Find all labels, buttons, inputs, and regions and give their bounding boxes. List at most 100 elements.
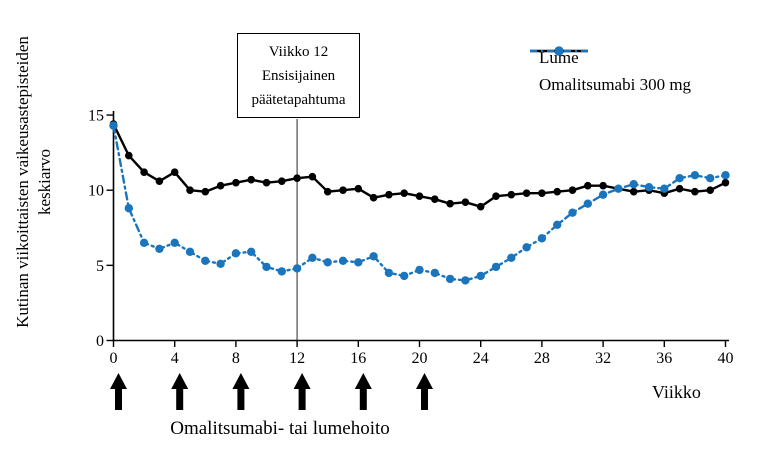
omalitsumabi-data-point — [354, 258, 363, 267]
lume-data-point — [599, 181, 607, 190]
lume-data-point — [170, 168, 179, 176]
treatment-arrow-icon — [293, 373, 311, 410]
omalitsumabi-data-point — [644, 183, 654, 192]
lume-data-point — [186, 186, 194, 194]
lume-data-point — [339, 186, 347, 194]
lume-data-point — [721, 178, 730, 187]
lume-data-point — [431, 195, 439, 203]
omalitsumabi-data-point — [445, 274, 455, 284]
legend-item-omalitsumabi: Omalitsumabi 300 mg — [528, 46, 692, 98]
legend-label-lume: Lume — [539, 47, 579, 67]
lume-data-point — [691, 187, 699, 196]
omalitsumabi-data-point — [491, 262, 501, 272]
x-tick-label: 16 — [350, 350, 366, 367]
omalitsumabi-data-point — [369, 252, 378, 261]
x-tick-label: 20 — [412, 350, 428, 367]
lume-data-point — [446, 199, 454, 208]
x-tick-label: 40 — [718, 350, 734, 367]
treatment-arrow-icon — [416, 373, 433, 410]
y-axis-label: Kutinan viikoittaisten vaikeusastepistei… — [10, 14, 58, 350]
y-tick-label: 10 — [88, 183, 104, 200]
omalitsumabi-data-point — [338, 256, 348, 265]
y-tick-label: 5 — [96, 258, 104, 275]
lume-data-point — [323, 187, 332, 196]
lume-data-point — [507, 190, 516, 199]
omalitsumabi-data-point — [139, 238, 149, 247]
lume-data-point — [584, 181, 592, 190]
treatment-arrow-icon — [354, 373, 372, 410]
omalitsumabi-data-point — [430, 268, 439, 278]
omalitsumabi-data-point — [522, 243, 531, 252]
x-tick-label: 0 — [110, 350, 118, 367]
omalitsumabi-data-point — [124, 204, 133, 213]
annotation-line2: Ensisijainen — [261, 67, 336, 84]
omalitsumabi-data-point — [185, 247, 195, 256]
omalitsumabi-data-point — [308, 253, 317, 262]
lume-data-point — [492, 192, 500, 200]
omalitsumabi-data-point — [277, 267, 286, 276]
omalitsumabi-data-point — [461, 276, 470, 285]
omalitsumabi-data-point — [109, 121, 118, 130]
omalitsumabi-data-point — [690, 171, 700, 180]
omalitsumabi-data-point — [384, 268, 394, 278]
lume-data-point — [201, 187, 210, 196]
y-axis-label-line1: Kutinan viikoittaisten vaikeusastepistei… — [13, 36, 32, 328]
omalitsumabi-data-point — [675, 174, 684, 183]
week12-annotation-box: Viikko 12 Ensisijainen päätetapahtuma — [237, 33, 360, 118]
omalitsumabi-data-point — [323, 258, 332, 267]
lume-data-point — [706, 186, 714, 194]
lume-data-point — [629, 187, 638, 196]
lume-data-point — [675, 184, 684, 193]
lume-data-point — [553, 187, 561, 196]
omalitsumabi-data-point — [262, 262, 271, 272]
lume-data-point — [232, 178, 240, 187]
x-axis-label: Viikko — [652, 382, 701, 402]
omalitsumabi-data-point — [216, 259, 225, 268]
lume-data-point — [385, 190, 393, 199]
lume-data-point — [293, 174, 301, 182]
lume-data-point — [247, 175, 255, 184]
lume-data-point — [155, 177, 164, 185]
omalitsumabi-data-point — [155, 244, 164, 253]
omalitsumabi-data-point — [231, 249, 241, 258]
treatment-arrow-icon — [232, 373, 250, 410]
treatment-arrow-icon — [110, 373, 127, 410]
legend-label-omalitsumabi: Omalitsumabi 300 mg — [539, 74, 692, 94]
omalitsumabi-data-point — [553, 220, 562, 229]
lume-data-point — [140, 168, 148, 176]
lume-data-point — [369, 193, 378, 202]
treatment-arrow-icon — [171, 373, 189, 410]
omalitsumabi-data-point — [721, 171, 730, 180]
lume-data-point — [476, 202, 485, 211]
omalitsumabi-data-point — [598, 190, 608, 199]
x-tick-label: 24 — [473, 350, 489, 367]
omalitsumabi-data-point — [583, 199, 592, 208]
omalitsumabi-data-point — [170, 238, 179, 247]
y-axis-label-line2: keskiarvo — [35, 148, 54, 216]
lume-data-point — [415, 192, 424, 200]
omalitsumabi-data-point — [568, 208, 577, 217]
x-tick-label: 8 — [232, 350, 240, 367]
omalitsumabi-data-point — [415, 265, 424, 275]
omalitsumabi-data-point — [507, 253, 516, 262]
omalitsumabi-data-point — [476, 271, 485, 281]
omalitsumabi-data-point — [247, 247, 256, 256]
lume-data-point — [278, 177, 286, 185]
annotation-line1: Viikko 12 — [268, 43, 329, 60]
lume-data-point — [262, 178, 271, 187]
omalitsumabi-data-point — [292, 264, 302, 273]
lume-data-point — [125, 151, 133, 160]
lume-data-point — [354, 184, 363, 193]
x-tick-label: 12 — [289, 350, 305, 367]
lume-data-point — [538, 189, 546, 197]
legend: Lume Omalitsumabi 300 mg — [528, 44, 691, 98]
x-tick-label: 4 — [171, 350, 179, 367]
lume-data-point — [568, 186, 577, 194]
y-tick-label: 15 — [88, 108, 104, 125]
x-tick-label: 28 — [534, 350, 550, 367]
omalitsumabi-data-point — [537, 234, 547, 243]
omalitsumabi-data-point — [614, 184, 623, 193]
omalitsumabi-data-point — [629, 180, 638, 189]
